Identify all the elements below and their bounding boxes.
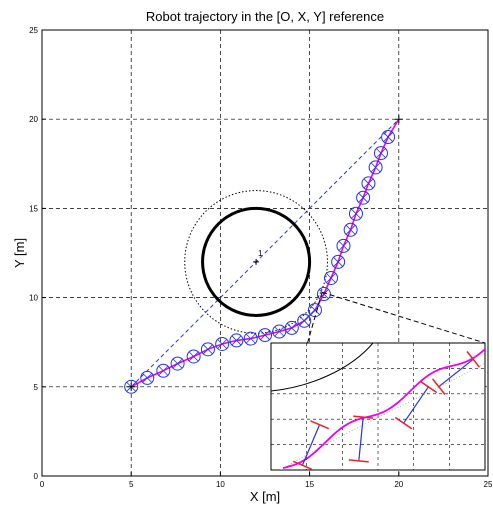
robot-position-marker [229, 333, 244, 348]
y-tick-label: 10 [29, 294, 38, 303]
obstacle-label: 1 [258, 249, 263, 258]
robot-position-marker [284, 320, 299, 335]
robot-position-marker [215, 336, 230, 351]
zoom-connector [321, 291, 486, 344]
robot-position-marker [373, 146, 388, 161]
robot-position-marker [170, 356, 185, 371]
obstacle [184, 190, 328, 334]
robot-position-marker [368, 160, 383, 175]
start-marker [127, 382, 136, 391]
x-axis-label: X [m] [250, 489, 280, 504]
y-tick-label: 15 [29, 204, 38, 213]
robot-position-marker [324, 270, 339, 285]
obstacle-safety-circle [184, 190, 328, 334]
robot-path-line [130, 118, 400, 388]
robot-position-marker [297, 313, 312, 328]
robot-position-marker [348, 206, 363, 221]
endpoints [127, 115, 403, 391]
robot-path [130, 118, 400, 388]
zoom-inset [270, 342, 486, 471]
y-axis-label: Y [m] [12, 238, 27, 268]
x-tick-label: 15 [305, 480, 314, 489]
y-tick-label: 0 [34, 472, 39, 481]
robot-position-marker [343, 222, 358, 237]
x-tick-label: 5 [129, 480, 134, 489]
inset-robot-body [431, 351, 481, 395]
robot-position-marker [336, 238, 351, 253]
inset-robot-body [348, 415, 374, 463]
inset-frame [270, 342, 486, 471]
y-tick-label: 20 [29, 115, 38, 124]
x-tick-label: 25 [484, 480, 493, 489]
chart-title: Robot trajectory in the [O, X, Y] refere… [146, 9, 384, 24]
robot-position-marker [361, 176, 376, 191]
robot-position-marker [156, 363, 171, 378]
inset-obstacle-arc [271, 343, 374, 392]
robot-position-marker [381, 130, 396, 145]
obstacle-circle [201, 206, 312, 317]
axis-ticks: 0 5 10 15 20 25 0 5 10 15 20 25 [29, 26, 493, 489]
inset-robot-path [282, 348, 485, 469]
y-tick-label: 5 [34, 383, 39, 392]
y-tick-label: 25 [29, 26, 38, 35]
robot-position-marker [356, 190, 371, 205]
reference-line-segment [130, 118, 400, 388]
robot-position-marker [331, 254, 346, 269]
robot-position-marker [243, 331, 258, 346]
inset-robot-body [394, 380, 438, 430]
x-tick-label: 10 [216, 480, 225, 489]
x-tick-label: 20 [394, 480, 403, 489]
inset-robot-body [292, 420, 330, 470]
robot-position-marker [200, 342, 215, 357]
robot-position-marker [258, 328, 272, 343]
x-tick-label: 0 [40, 480, 45, 489]
robot-position-marker [186, 349, 201, 364]
goal-marker [394, 115, 403, 124]
obstacle-center-marker [253, 258, 260, 265]
reference-line [130, 118, 400, 388]
robot-position-marker [140, 370, 155, 385]
robot-markers [124, 130, 396, 394]
